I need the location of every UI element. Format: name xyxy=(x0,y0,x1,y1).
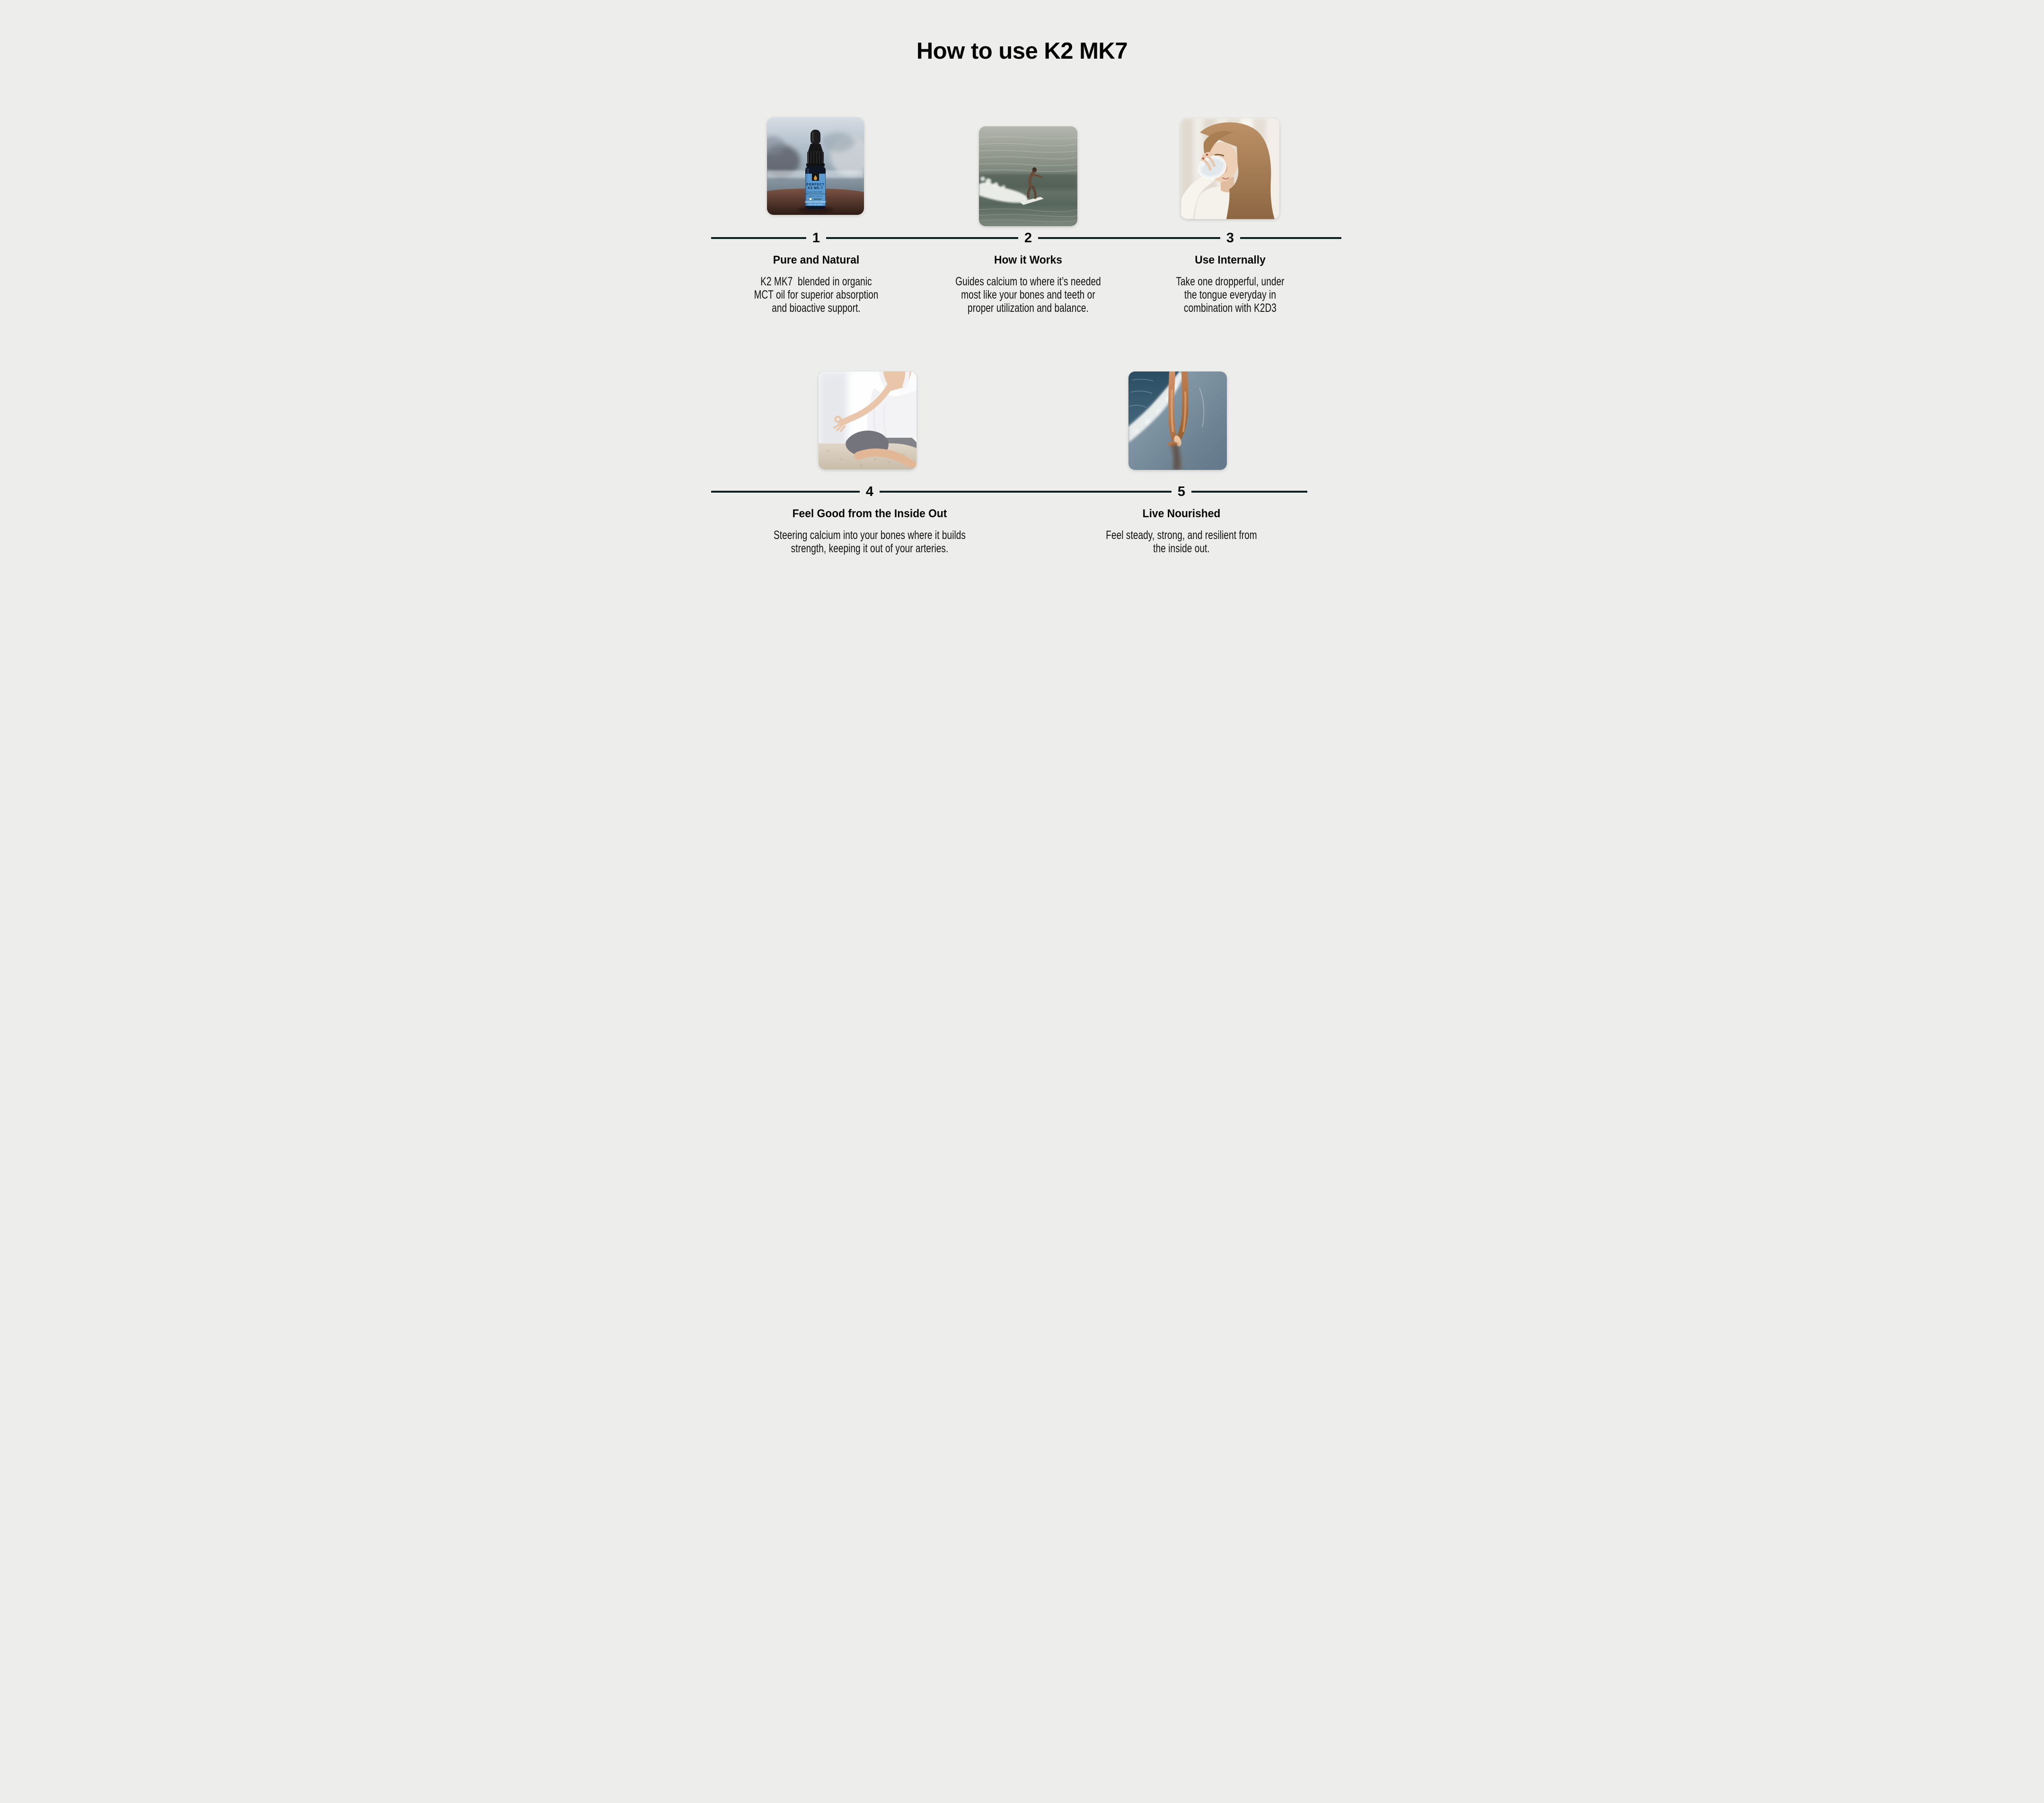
label-volume: 0.5 FL. OZ. (15 ML) xyxy=(809,204,823,206)
arm xyxy=(840,383,893,425)
wave-foam xyxy=(979,177,1028,203)
label-brand-line2: K2 MK-7 xyxy=(808,187,823,190)
step-title-3: Use Internally xyxy=(1195,254,1266,266)
dropper-bottle-illustration: PERFECT K2 MK-7 Supports Bone Health + O… xyxy=(767,117,864,215)
photo-meditation xyxy=(819,371,916,469)
hair xyxy=(1200,122,1275,219)
step-body-3: Take one dropperful, under the tongue ev… xyxy=(1176,275,1285,315)
tank-top-strap xyxy=(879,371,889,389)
timeline-segment xyxy=(711,491,860,493)
usda-organic-seal xyxy=(809,197,812,201)
infographic-canvas: How to use K2 MK7 xyxy=(681,0,1363,601)
step-number-5: 5 xyxy=(1177,484,1186,499)
woman-drinking-illustration xyxy=(1181,118,1279,219)
label-tagline-line2: Optimum Calcium Absorption xyxy=(805,193,826,195)
label-organic: ORGANIC xyxy=(814,198,822,200)
timeline-segment xyxy=(1038,237,1220,239)
timeline-segment xyxy=(1240,237,1341,239)
step-title-5: Live Nourished xyxy=(1142,507,1221,520)
meditation-illustration xyxy=(819,371,916,469)
sea-water xyxy=(1128,371,1180,427)
step-title-1: Pure and Natural xyxy=(773,254,860,266)
step-body-1: K2 MK7 blended in organic MCT oil for su… xyxy=(754,275,879,315)
step-title-4: Feel Good from the Inside Out xyxy=(792,507,947,520)
step-title-2: How it Works xyxy=(994,254,1062,266)
step-number-3: 3 xyxy=(1226,230,1234,246)
step-body-5: Feel steady, strong, and resilient from … xyxy=(1106,529,1257,555)
photo-woman-drinking xyxy=(1181,118,1279,219)
water-texture xyxy=(1129,379,1154,408)
carpet-texture xyxy=(827,450,905,466)
step-number-2: 2 xyxy=(1024,230,1032,246)
label-dose: 400MCG of Vitamin K2 xyxy=(808,195,823,197)
timeline-segment xyxy=(880,491,1172,493)
ocean-ripples xyxy=(979,136,1077,172)
tanned-legs xyxy=(1168,371,1189,447)
foreground-ripples xyxy=(979,208,1077,222)
surfer-illustration xyxy=(979,126,1077,226)
timeline-segment xyxy=(711,237,806,239)
photo-dropper-bottle: PERFECT K2 MK-7 Supports Bone Health + O… xyxy=(767,117,864,215)
surfboard xyxy=(1020,197,1044,205)
mudra-hand xyxy=(833,415,846,432)
step-number-4: 4 xyxy=(865,484,874,499)
label-tagline-line1: Supports Bone Health + xyxy=(807,191,823,193)
step-number-1: 1 xyxy=(812,230,820,246)
step-body-2: Guides calcium to where it’s needed most… xyxy=(955,275,1101,315)
timeline-segment xyxy=(826,237,1018,239)
bottle: PERFECT K2 MK-7 Supports Bone Health + O… xyxy=(805,130,827,209)
fingers-over-glass xyxy=(1201,154,1216,171)
timeline-segment xyxy=(1191,491,1307,493)
surfer-figure xyxy=(1027,167,1043,199)
beach-legs-illustration xyxy=(1128,371,1227,470)
label-brand-line1: PERFECT xyxy=(806,183,824,186)
photo-surfer xyxy=(979,126,1077,226)
photo-beach-legs xyxy=(1128,371,1227,470)
page-title: How to use K2 MK7 xyxy=(916,38,1128,64)
label-type: DIETARY SUPPLEMENT xyxy=(805,201,827,203)
wet-sand-reflection xyxy=(1170,443,1181,470)
step-body-4: Steering calcium into your bones where i… xyxy=(773,529,966,555)
crossed-shin xyxy=(854,448,911,466)
blurred-stones xyxy=(767,133,864,177)
